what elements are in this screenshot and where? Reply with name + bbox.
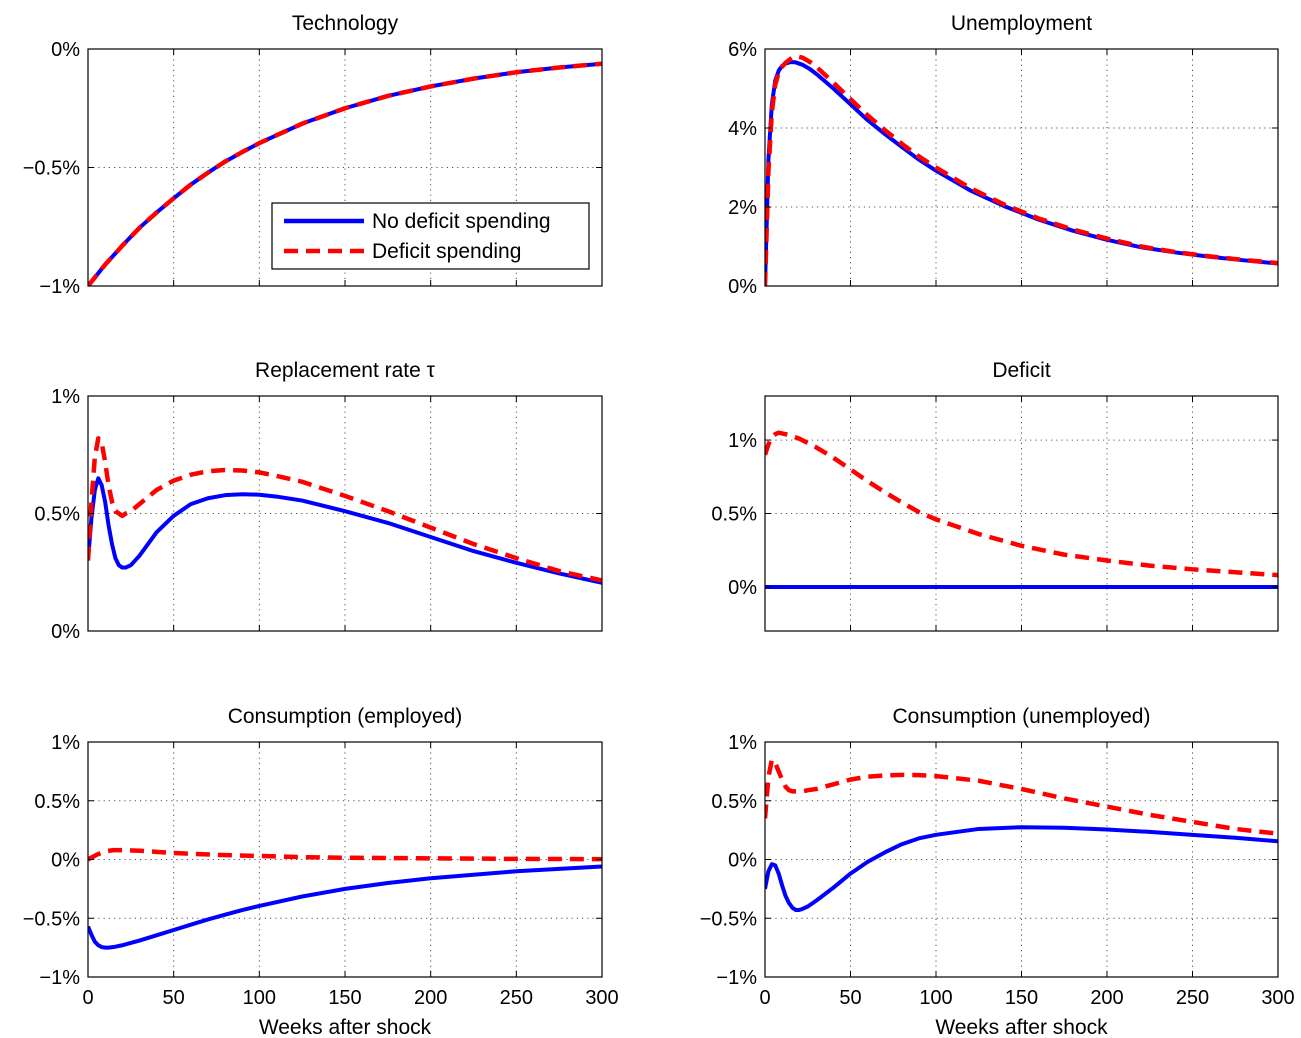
series-group bbox=[765, 53, 1278, 286]
y-tick-label: 0% bbox=[51, 39, 80, 61]
x-tick-label: 0 bbox=[82, 987, 93, 1009]
y-tick-label: 0% bbox=[728, 577, 757, 599]
y-tick-label: −1% bbox=[39, 276, 80, 298]
y-tick-label: 6% bbox=[728, 39, 757, 61]
y-tick-label: 1% bbox=[728, 732, 757, 754]
series-group bbox=[88, 436, 602, 585]
y-tick-label: −0.5% bbox=[700, 908, 757, 930]
y-tick-label: −1% bbox=[39, 967, 80, 989]
series-no-deficit-line bbox=[765, 825, 1278, 913]
x-tick-label: 150 bbox=[328, 987, 361, 1009]
x-tick-label: 200 bbox=[414, 987, 447, 1009]
y-tick-label: −0.5% bbox=[23, 158, 80, 180]
panel-title: Unemployment bbox=[951, 12, 1092, 35]
series-group bbox=[88, 847, 602, 950]
x-tick-label: 300 bbox=[1261, 987, 1294, 1009]
panel-title: Replacement rate τ bbox=[255, 359, 436, 382]
panel-1: −1% −0.5% 0% Technology No deficit spending D… bbox=[23, 12, 603, 298]
axes-box bbox=[764, 741, 1279, 978]
panel-title: Consumption (unemployed) bbox=[893, 705, 1151, 728]
y-tick-label: 0.5% bbox=[34, 791, 80, 813]
y-tick-label: 0.5% bbox=[711, 504, 757, 526]
panel-2: 0% 2% 4% 6% Unemployment bbox=[728, 12, 1279, 298]
x-tick-label: 50 bbox=[163, 987, 185, 1009]
legend-box bbox=[271, 202, 590, 270]
panel-title: Consumption (employed) bbox=[228, 705, 463, 728]
series-deficit-line bbox=[765, 757, 1278, 836]
series-deficit-line bbox=[765, 53, 1278, 286]
y-tick-label: 4% bbox=[728, 118, 757, 140]
series-no-deficit-line bbox=[88, 864, 602, 950]
y-tick-label: 1% bbox=[728, 430, 757, 452]
y-tick-label: 1% bbox=[51, 732, 80, 754]
y-tick-label: 0.5% bbox=[711, 791, 757, 813]
y-tick-label: −1% bbox=[716, 967, 757, 989]
x-axis-label: Weeks after shock bbox=[259, 1016, 432, 1038]
panel-3: 0% 0.5% 1% Replacement rate τ bbox=[34, 359, 603, 643]
series-deficit-line bbox=[765, 430, 1278, 578]
panel-5: −1% −0.5% 0% 0.5% 1% 0 50 100 150 200 250 300 Consum… bbox=[23, 705, 619, 1038]
axes-box bbox=[764, 48, 1279, 287]
x-axis-label: Weeks after shock bbox=[935, 1016, 1108, 1038]
y-tick-label: −0.5% bbox=[23, 908, 80, 930]
series-deficit-line bbox=[88, 847, 602, 862]
x-tick-label: 200 bbox=[1090, 987, 1123, 1009]
series-no-deficit-line bbox=[88, 476, 602, 585]
x-tick-label: 50 bbox=[839, 987, 861, 1009]
series-group bbox=[765, 757, 1278, 913]
legend-label: No deficit spending bbox=[372, 210, 551, 233]
x-tick-label: 150 bbox=[1005, 987, 1038, 1009]
x-tick-label: 0 bbox=[759, 987, 770, 1009]
series-group bbox=[765, 430, 1278, 589]
x-tick-label: 100 bbox=[919, 987, 952, 1009]
y-tick-label: 0.5% bbox=[34, 504, 80, 526]
y-tick-label: 0% bbox=[728, 850, 757, 872]
y-tick-label: 0% bbox=[51, 850, 80, 872]
legend: No deficit spending Deficit spending bbox=[271, 202, 590, 270]
panel-6: −1% −0.5% 0% 0.5% 1% 0 50 100 150 200 250 300 Consum… bbox=[700, 705, 1295, 1038]
x-tick-label: 100 bbox=[243, 987, 276, 1009]
axes-box bbox=[764, 395, 1279, 632]
legend-label: Deficit spending bbox=[372, 240, 521, 263]
x-tick-label: 250 bbox=[1176, 987, 1209, 1009]
y-tick-label: 2% bbox=[728, 197, 757, 219]
series-deficit-line bbox=[88, 436, 602, 583]
series-deficit-line bbox=[88, 61, 602, 286]
x-tick-label: 300 bbox=[585, 987, 618, 1009]
panel-4: 0% 0.5% 1% Deficit bbox=[711, 359, 1279, 632]
y-tick-label: 0% bbox=[51, 621, 80, 643]
panel-title: Technology bbox=[292, 12, 399, 35]
x-tick-label: 250 bbox=[500, 987, 533, 1009]
panel-title: Deficit bbox=[992, 359, 1051, 382]
series-group bbox=[88, 61, 602, 286]
y-tick-label: 1% bbox=[51, 386, 80, 408]
y-tick-label: 0% bbox=[728, 276, 757, 298]
